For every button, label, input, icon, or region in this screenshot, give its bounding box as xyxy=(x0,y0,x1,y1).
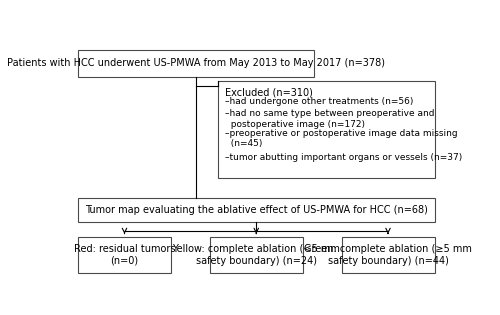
Bar xyxy=(210,237,303,273)
Text: –had undergone other treatments (n=56): –had undergone other treatments (n=56) xyxy=(226,97,414,106)
Text: Yellow: complete ablation (<5 mm
safety boundary) (n=24): Yellow: complete ablation (<5 mm safety … xyxy=(172,244,340,266)
Text: –had no same type between preoperative and
  postoperative image (n=172): –had no same type between preoperative a… xyxy=(226,109,435,129)
Text: Red: residual tumors
(n=0): Red: residual tumors (n=0) xyxy=(74,244,176,266)
Text: Excluded (n=310): Excluded (n=310) xyxy=(226,88,313,98)
Text: –tumor abutting important organs or vessels (n=37): –tumor abutting important organs or vess… xyxy=(226,153,462,162)
Bar xyxy=(78,50,314,77)
Text: Green: complete ablation (≥5 mm
safety boundary) (n=44): Green: complete ablation (≥5 mm safety b… xyxy=(304,244,472,266)
Bar xyxy=(78,237,171,273)
Text: –preoperative or postoperative image data missing
  (n=45): –preoperative or postoperative image dat… xyxy=(226,129,458,148)
Bar xyxy=(218,82,434,179)
Text: Patients with HCC underwent US-PMWA from May 2013 to May 2017 (n=378): Patients with HCC underwent US-PMWA from… xyxy=(7,58,385,68)
Text: Tumor map evaluating the ablative effect of US-PMWA for HCC (n=68): Tumor map evaluating the ablative effect… xyxy=(85,205,427,215)
Bar xyxy=(342,237,434,273)
Bar xyxy=(78,198,434,222)
